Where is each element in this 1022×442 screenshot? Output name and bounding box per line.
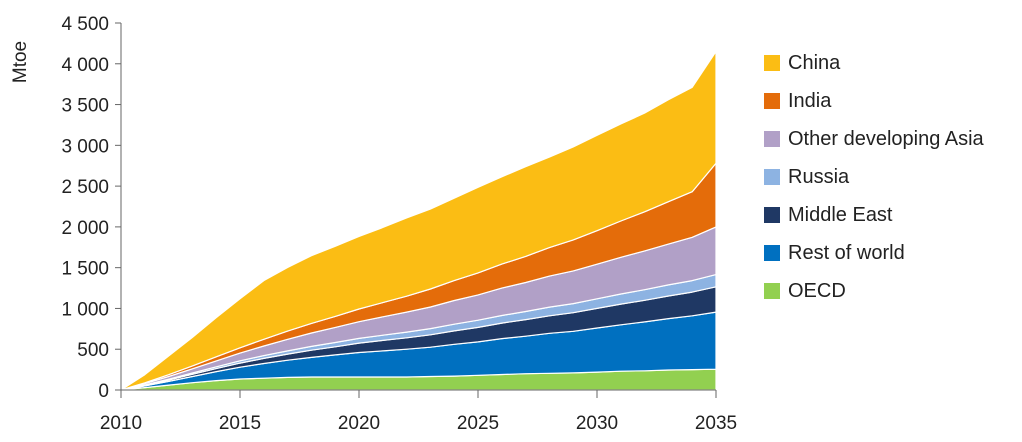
legend-swatch bbox=[764, 169, 780, 185]
x-tick-label: 2015 bbox=[219, 413, 261, 434]
legend-item: India bbox=[764, 82, 984, 120]
legend-swatch bbox=[764, 93, 780, 109]
legend-swatch bbox=[764, 245, 780, 261]
legend-swatch bbox=[764, 55, 780, 71]
legend-label: China bbox=[788, 51, 841, 74]
stacked-area-chart: 0 500 1 000 1 500 2 000 2 500 3 000 3 500 4 000 4… bbox=[10, 14, 737, 434]
series-areas bbox=[120, 50, 717, 391]
x-tick-label: 2030 bbox=[576, 413, 618, 434]
legend-label: Rest of world bbox=[788, 241, 905, 264]
legend-label: Middle East bbox=[788, 203, 893, 226]
y-tick-label: 4 000 bbox=[61, 55, 109, 76]
legend-swatch bbox=[764, 131, 780, 147]
legend-label: OECD bbox=[788, 279, 846, 302]
y-tick-label: 500 bbox=[77, 340, 109, 361]
y-tick-label: 4 500 bbox=[61, 14, 109, 35]
legend-item: Rest of world bbox=[764, 234, 984, 272]
y-axis: 0 500 1 000 1 500 2 000 2 500 3 000 3 500 4 000 4… bbox=[61, 14, 122, 402]
x-tick-label: 2010 bbox=[100, 413, 142, 434]
legend-label: India bbox=[788, 89, 832, 112]
x-tick-label: 2035 bbox=[695, 413, 737, 434]
area-china bbox=[120, 50, 717, 391]
x-tick-label: 2020 bbox=[338, 413, 380, 434]
legend-item: China bbox=[764, 44, 984, 82]
y-tick-label: 3 000 bbox=[61, 136, 109, 157]
legend: China India Other developing Asia Russia Mid… bbox=[764, 44, 984, 310]
y-tick-label: 3 500 bbox=[61, 96, 109, 117]
legend-label: Russia bbox=[788, 165, 850, 188]
legend-swatch bbox=[764, 207, 780, 223]
legend-label: Other developing Asia bbox=[788, 127, 984, 150]
legend-item: Other developing Asia bbox=[764, 120, 984, 158]
y-tick-label: 2 000 bbox=[61, 218, 109, 239]
y-tick-label: 1 500 bbox=[61, 259, 109, 280]
y-tick-label: 2 500 bbox=[61, 177, 109, 198]
x-axis: 2010 2015 2020 2025 2030 2035 bbox=[100, 389, 737, 434]
legend-swatch bbox=[764, 283, 780, 299]
legend-item: OECD bbox=[764, 272, 984, 310]
x-tick-label: 2025 bbox=[457, 413, 499, 434]
y-axis-label: Mtoe bbox=[10, 41, 31, 83]
legend-item: Middle East bbox=[764, 196, 984, 234]
y-tick-label: 0 bbox=[98, 381, 109, 402]
y-tick-label: 1 000 bbox=[61, 299, 109, 320]
legend-item: Russia bbox=[764, 158, 984, 196]
